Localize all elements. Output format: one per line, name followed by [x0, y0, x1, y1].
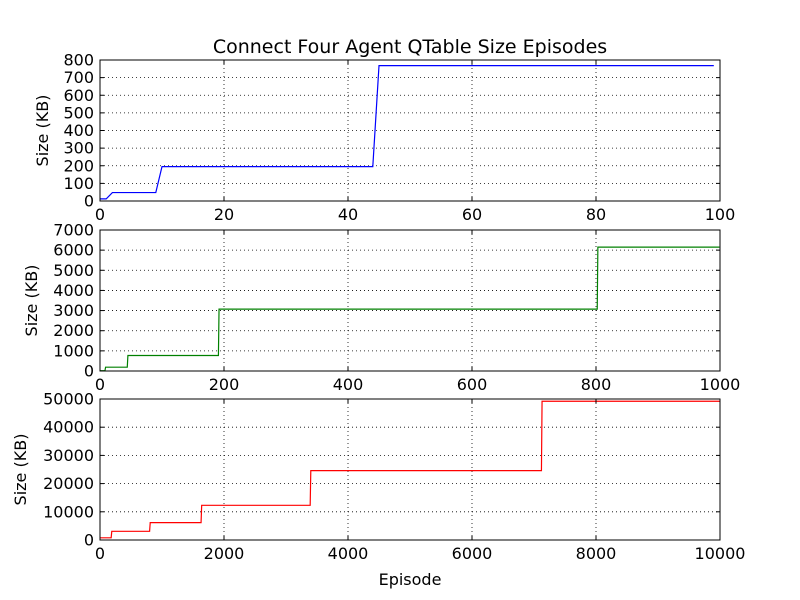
- y-tick-label: 600: [63, 86, 94, 105]
- x-tick-label: 6000: [452, 544, 493, 563]
- x-tick-label: 40: [338, 205, 358, 224]
- y-tick-label: 7000: [53, 221, 94, 240]
- x-tick-label: 0: [95, 375, 105, 394]
- x-axis-label: Episode: [379, 570, 442, 589]
- y-tick-label: 6000: [53, 241, 94, 260]
- x-tick-label: 200: [209, 375, 240, 394]
- y-tick-label: 500: [63, 103, 94, 122]
- subplot-1: 0 20 40 60 80 1000100200300400500600700800Siz…: [33, 51, 735, 225]
- y-tick-label: 400: [63, 121, 94, 140]
- subplot-3: 0 2000 4000 6000 8000 10000 0 10000 20000 30000 40…: [11, 390, 745, 564]
- y-tick-label: 800: [63, 51, 94, 70]
- series-line: [100, 246, 720, 372]
- y-tick-label: 300: [63, 139, 94, 158]
- y-tick-label: 4000: [53, 281, 94, 300]
- y-axis-label: Size (KB): [11, 434, 30, 506]
- series-line: [100, 65, 714, 200]
- x-tick-label: 10000: [695, 544, 746, 563]
- chart-title: Connect Four Agent QTable Size Episodes: [213, 36, 607, 58]
- y-tick-label: 0: [84, 192, 94, 211]
- y-tick-label: 100: [63, 174, 94, 193]
- y-tick-label: 50000: [43, 390, 94, 409]
- plots: 0 20 40 60 80 1000100200300400500600700800Siz…: [11, 51, 745, 564]
- y-tick-label: 700: [63, 68, 94, 87]
- y-tick-label: 3000: [53, 301, 94, 320]
- y-tick-label: 1000: [53, 341, 94, 360]
- x-tick-label: 2000: [204, 544, 245, 563]
- x-tick-label: 0: [95, 544, 105, 563]
- series-line: [100, 400, 720, 539]
- y-tick-label: 10000: [43, 502, 94, 521]
- x-tick-label: 0: [95, 205, 105, 224]
- y-tick-label: 0: [84, 531, 94, 550]
- x-tick-label: 80: [586, 205, 606, 224]
- subplot-2: 0 200 400 600 800 100001000200030004000500060…: [22, 221, 740, 395]
- x-tick-label: 60: [462, 205, 482, 224]
- y-axis-label: Size (KB): [33, 95, 52, 167]
- y-tick-label: 2000: [53, 321, 94, 340]
- y-tick-label: 20000: [43, 474, 94, 493]
- axes-frame: [99, 398, 721, 541]
- x-tick-label: 8000: [576, 544, 617, 563]
- x-tick-label: 100: [705, 205, 736, 224]
- y-tick-label: 200: [63, 156, 94, 175]
- axes-frame: [99, 229, 721, 372]
- y-tick-label: 0: [84, 362, 94, 381]
- y-tick-label: 30000: [43, 446, 94, 465]
- x-tick-label: 600: [457, 375, 488, 394]
- x-tick-label: 20: [214, 205, 234, 224]
- x-tick-label: 4000: [328, 544, 369, 563]
- x-tick-label: 1000: [700, 375, 741, 394]
- y-axis-label: Size (KB): [22, 265, 41, 337]
- x-tick-label: 800: [581, 375, 612, 394]
- x-tick-label: 400: [333, 375, 364, 394]
- y-tick-label: 40000: [43, 418, 94, 437]
- y-tick-label: 5000: [53, 261, 94, 280]
- axes-frame: [99, 59, 721, 202]
